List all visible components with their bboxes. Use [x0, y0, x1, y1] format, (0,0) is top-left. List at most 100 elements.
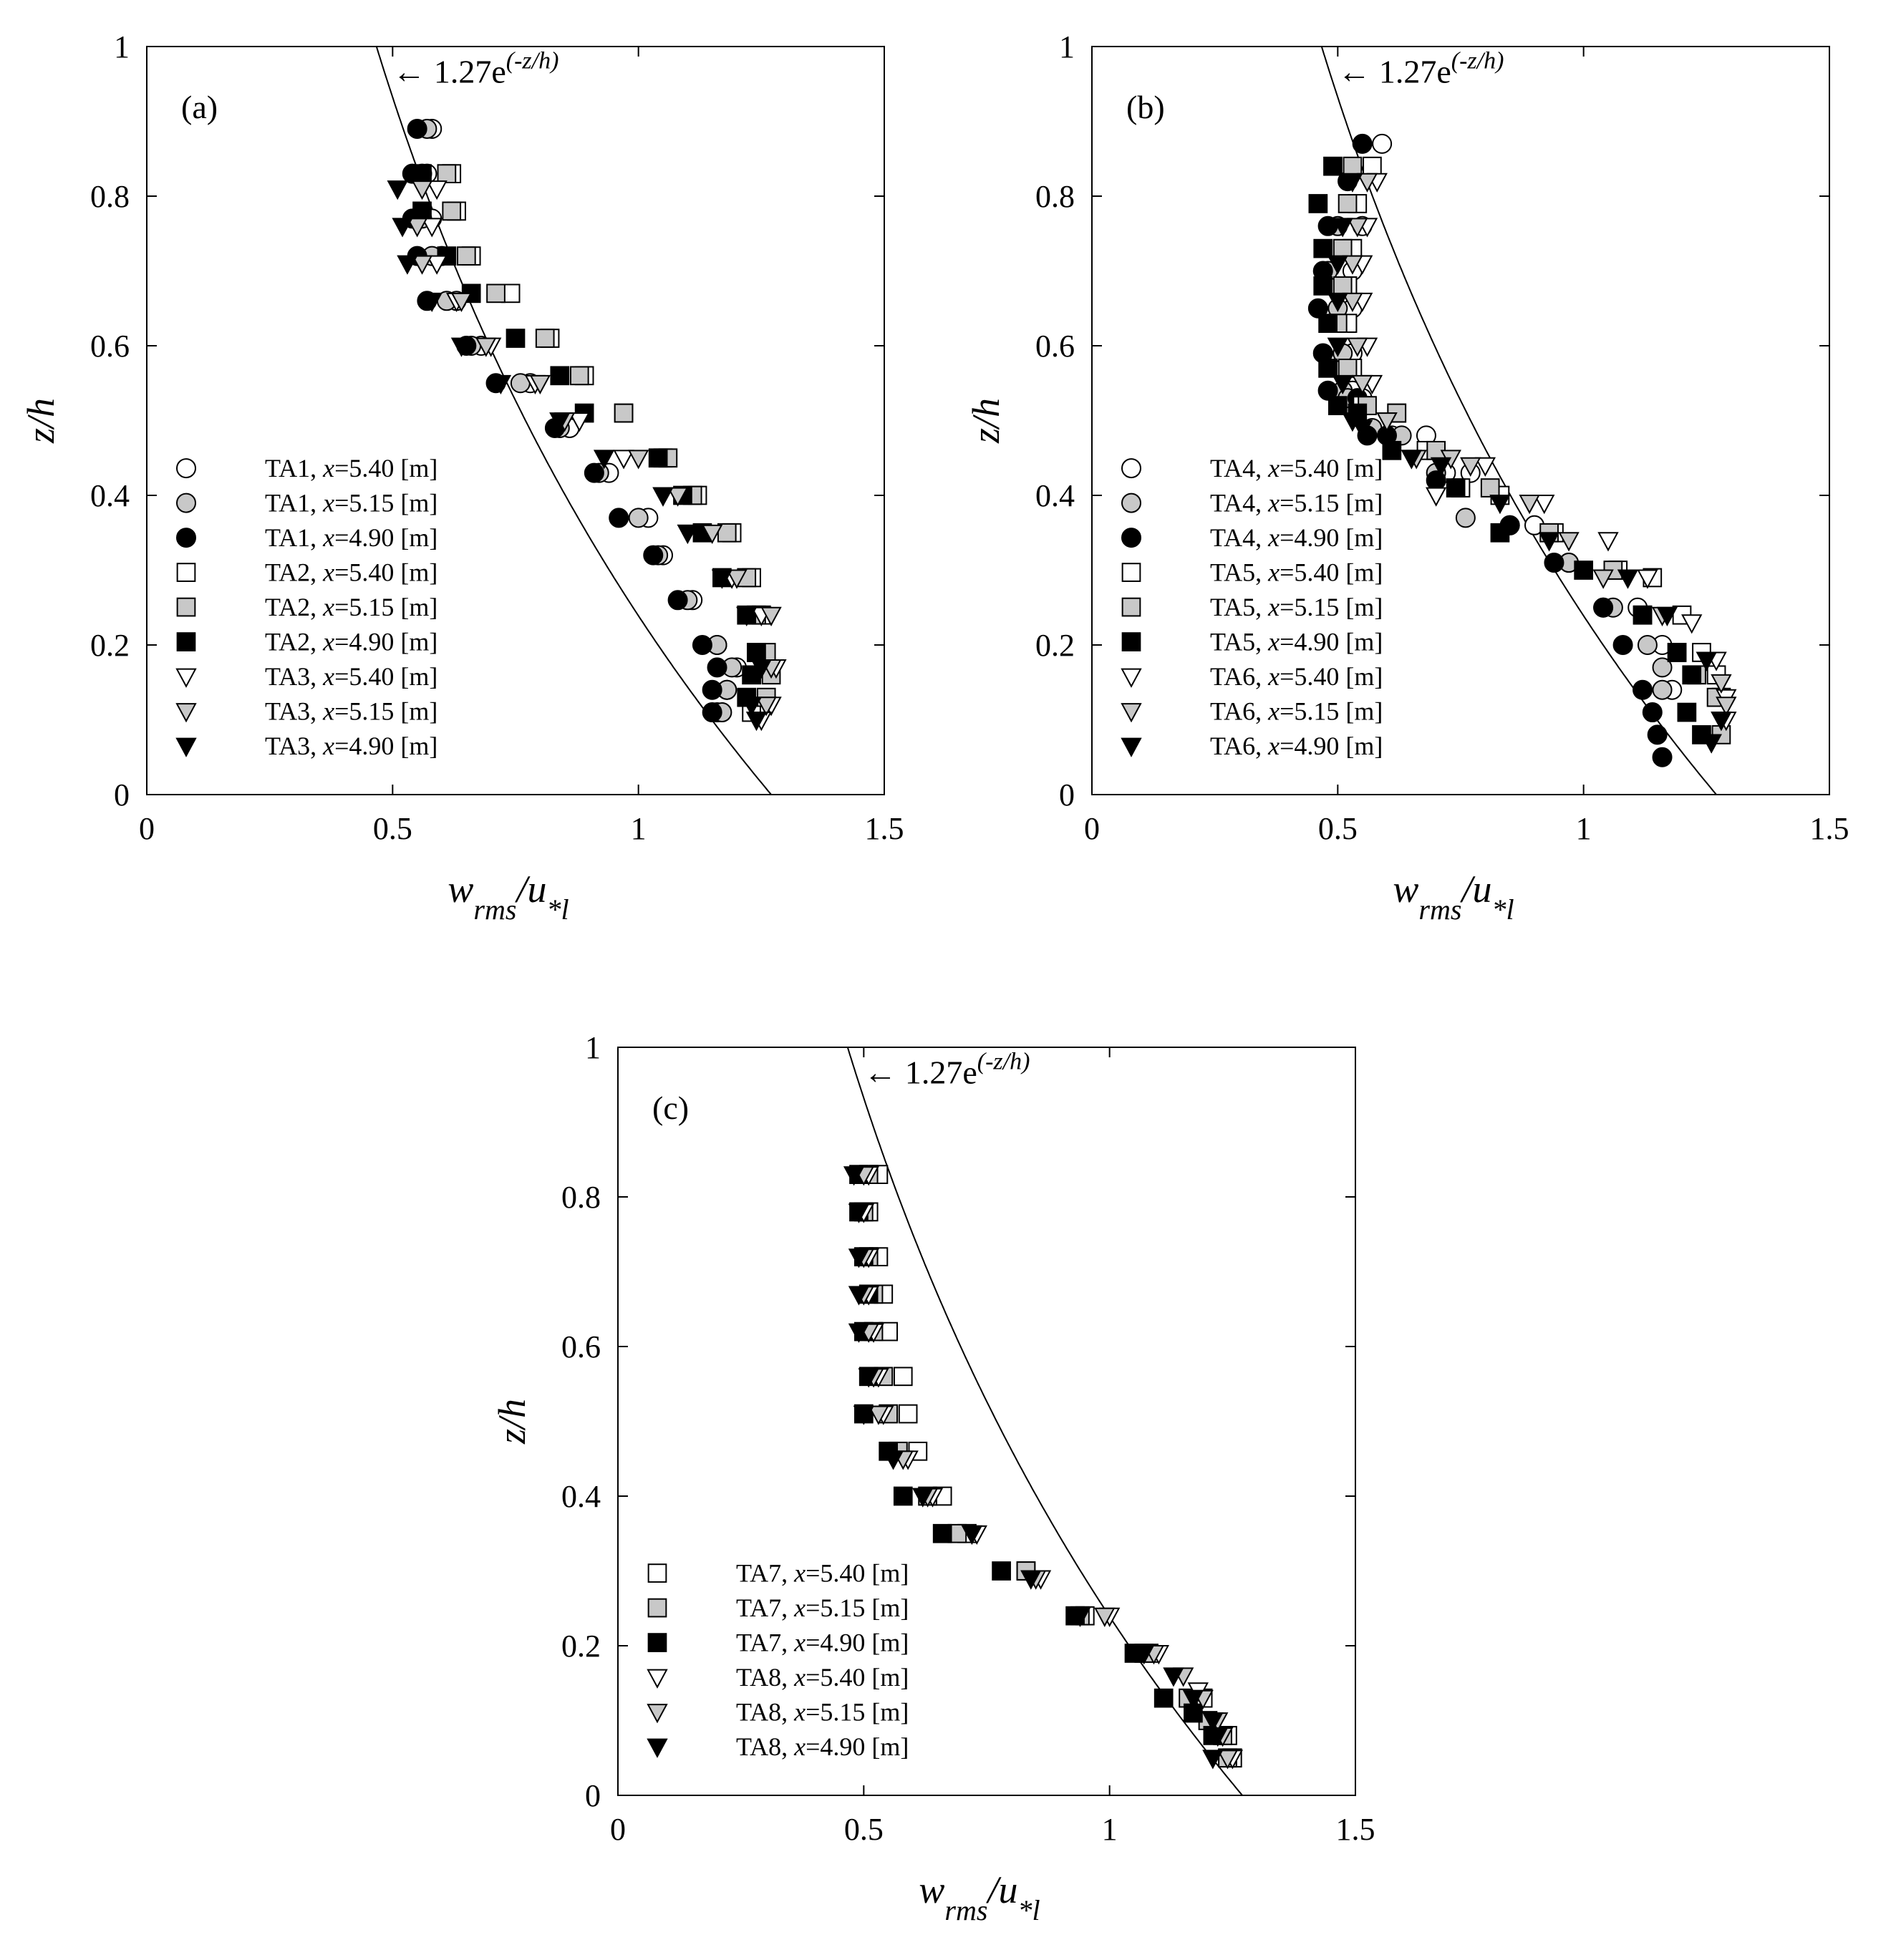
- legend-marker: [647, 1633, 667, 1652]
- legend-marker: [1121, 703, 1142, 723]
- legend-entry-position: x=5.15 [m]: [793, 1593, 909, 1622]
- legend-entry-value: =5.15 [m]: [334, 489, 437, 518]
- data-point: [677, 524, 699, 545]
- y-axis-label: z/h: [964, 398, 1007, 444]
- legend-entry-variable: x: [1267, 732, 1280, 760]
- legend-entry-id: TA7: [736, 1559, 781, 1588]
- legend-entry-id: TA4: [1210, 489, 1255, 518]
- plot-frame: [146, 46, 885, 795]
- panel-label: (c): [652, 1090, 689, 1126]
- legend-entry-separator: ,: [1255, 732, 1268, 760]
- reference-curve-label: ← 1.27e(-z/h): [864, 1049, 1030, 1091]
- data-point: [1538, 532, 1560, 552]
- legend-entry: TA1, x=4.90 [m]: [265, 523, 437, 552]
- legend-entry-separator: ,: [781, 1629, 794, 1657]
- data-point: [1490, 523, 1510, 543]
- data-point: [535, 329, 555, 348]
- x-tick-label: 1: [1576, 811, 1592, 846]
- legend-marker: [175, 703, 197, 723]
- legend-marker: [176, 597, 196, 617]
- legend-entry-position: x=4.90 [m]: [793, 1629, 909, 1657]
- data-point: [1652, 679, 1673, 700]
- reference-curve-label: ← 1.27e(-z/h): [1338, 48, 1504, 90]
- legend-marker: [647, 1669, 668, 1689]
- data-point: [1401, 450, 1423, 470]
- data-point: [1617, 569, 1639, 589]
- data-point: [961, 1525, 983, 1546]
- series-ta5-5: [1308, 156, 1711, 744]
- data-point: [613, 450, 634, 470]
- y-tick-label: 1: [1059, 29, 1075, 64]
- legend-entry-id: TA5: [1210, 593, 1255, 621]
- data-point: [932, 1523, 952, 1543]
- data-point: [1332, 374, 1353, 395]
- legend-entry-separator: ,: [310, 489, 323, 518]
- data-point: [1020, 1570, 1042, 1590]
- x-axis-label-sub: rms: [473, 893, 516, 926]
- legend-entry-separator: ,: [1255, 697, 1268, 726]
- data-point: [1652, 657, 1673, 678]
- data-point: [1372, 133, 1393, 154]
- data-point: [1338, 359, 1358, 378]
- data-point: [627, 450, 649, 470]
- legend-entry: TA3, x=4.90 [m]: [265, 732, 437, 760]
- x-axis-label-sub2: *l: [1017, 1894, 1040, 1926]
- data-point: [1612, 635, 1633, 655]
- legend-entry-separator: ,: [310, 662, 323, 691]
- legend-entry-position: x=5.15 [m]: [1267, 593, 1383, 621]
- data-point: [1342, 292, 1363, 313]
- legend-entry-value: =4.90 [m]: [806, 1629, 909, 1657]
- y-tick-label: 0.6: [90, 329, 130, 364]
- legend-entry: TA8, x=4.90 [m]: [736, 1732, 909, 1761]
- legend-marker: [1121, 493, 1141, 513]
- x-tick-label: 0: [1084, 811, 1100, 846]
- data-point: [437, 164, 457, 184]
- y-tick-label: 1: [585, 1030, 601, 1065]
- data-point: [426, 180, 448, 200]
- legend-entry-id: TA2: [265, 558, 310, 587]
- legend-entry: TA2, x=5.40 [m]: [265, 558, 437, 587]
- data-point: [550, 366, 570, 386]
- panel-label: (b): [1126, 89, 1165, 125]
- data-point: [1711, 712, 1732, 732]
- y-axis-label: z/h: [19, 398, 62, 444]
- legend-entry: TA7, x=4.90 [m]: [736, 1629, 909, 1657]
- legend-entry-id: TA3: [265, 697, 310, 726]
- legend-entry-id: TA7: [736, 1593, 781, 1622]
- legend-entry-variable: x: [793, 1629, 806, 1657]
- reference-curve-label-main: ← 1.27e: [392, 54, 506, 90]
- y-tick-label: 0.2: [561, 1629, 601, 1664]
- legend-entry-variable: x: [322, 558, 334, 587]
- legend-entry-value: =5.40 [m]: [806, 1663, 909, 1692]
- data-point: [848, 1286, 870, 1306]
- data-point: [1474, 457, 1496, 477]
- data-point: [1347, 218, 1368, 238]
- legend-entry-variable: x: [322, 523, 334, 552]
- legend-entry-id: TA7: [736, 1629, 781, 1657]
- reference-curve-label-exponent: (-z/h): [506, 48, 559, 74]
- data-point: [1593, 597, 1614, 618]
- y-tick-label: 0.2: [1035, 628, 1075, 663]
- legend-entry-id: TA3: [265, 662, 310, 691]
- data-point: [397, 255, 418, 275]
- data-point: [412, 164, 432, 184]
- data-point: [392, 218, 413, 238]
- data-point: [702, 679, 722, 700]
- data-point: [1182, 1689, 1204, 1709]
- data-point: [1455, 508, 1476, 528]
- legend-entry-separator: ,: [781, 1732, 794, 1761]
- y-tick-label: 0.8: [1035, 179, 1075, 214]
- legend-entry-value: =4.90 [m]: [806, 1732, 909, 1761]
- data-point: [1343, 156, 1363, 176]
- data-point: [593, 450, 615, 470]
- legend-entry-variable: x: [1267, 558, 1280, 587]
- data-point: [1356, 173, 1378, 193]
- legend-entry-separator: ,: [1255, 628, 1268, 656]
- data-point: [529, 374, 551, 395]
- data-point: [1716, 697, 1737, 717]
- legend-entry: TA3, x=5.15 [m]: [265, 697, 437, 726]
- data-point: [1711, 674, 1732, 694]
- legend-entry-id: TA8: [736, 1732, 781, 1761]
- data-point: [442, 201, 462, 221]
- series-ta6-8: [1327, 173, 1732, 754]
